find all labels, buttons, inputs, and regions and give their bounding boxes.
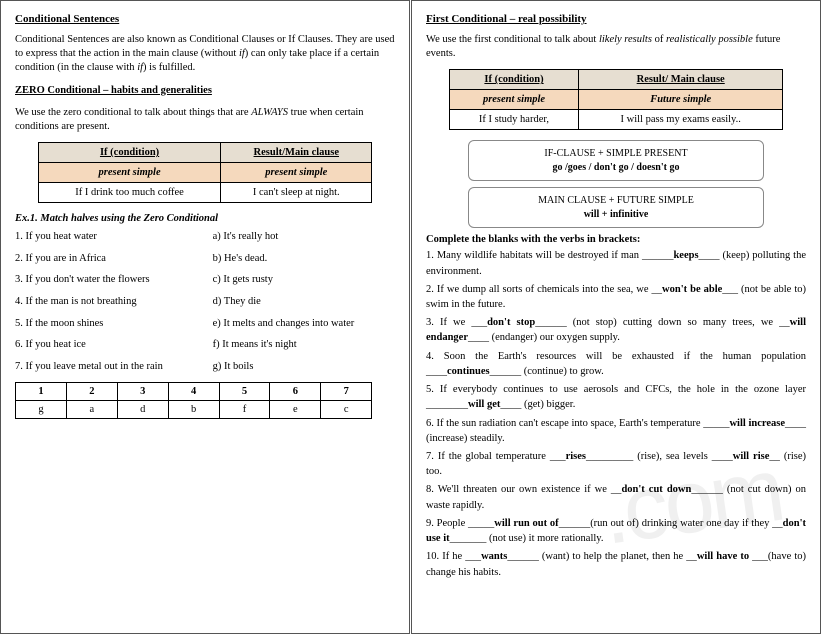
first-table: If (condition)Result/ Main clause presen…: [449, 69, 783, 130]
blank-item: 6. If the sun radiation can't escape int…: [426, 416, 806, 446]
first-th2: Result/ Main clause: [579, 70, 783, 90]
blank-item: 1. Many wildlife habitats will be destro…: [426, 248, 806, 278]
blanks-list: 1. Many wildlife habitats will be destro…: [426, 248, 806, 579]
first-e2: I will pass my exams easily..: [579, 110, 783, 130]
left-page: Conditional Sentences Conditional Senten…: [0, 0, 410, 634]
zero-t2: present simple: [221, 163, 372, 183]
match-left: 2. If you are in Africa: [15, 252, 213, 266]
zero-e2: I can't sleep at night.: [221, 183, 372, 203]
match-left: 4. If the man is not breathing: [15, 295, 213, 309]
ans-num: 1: [16, 382, 67, 400]
box1a: IF-CLAUSE + SIMPLE PRESENT: [479, 147, 753, 161]
blank-item: 2. If we dump all sorts of chemicals int…: [426, 282, 806, 312]
match-row: 5. If the moon shinese) It melts and cha…: [15, 317, 395, 331]
box1b: go /goes / don't go / doesn't go: [479, 161, 753, 175]
box2a: MAIN CLAUSE + FUTURE SIMPLE: [479, 194, 753, 208]
formula-box-2: MAIN CLAUSE + FUTURE SIMPLE will + infin…: [468, 187, 764, 228]
ans-num: 2: [66, 382, 117, 400]
match-right: g) It boils: [213, 360, 395, 374]
match-list: 1. If you heat watera) It's really hot2.…: [15, 230, 395, 373]
zero-title: ZERO Conditional – habits and generaliti…: [15, 84, 395, 98]
ans-num: 6: [270, 382, 321, 400]
right-title: First Conditional – real possibility: [426, 13, 806, 25]
match-row: 3. If you don't water the flowersc) It g…: [15, 273, 395, 287]
ans-letter: a: [66, 400, 117, 418]
match-right: f) It means it's night: [213, 338, 395, 352]
match-row: 7. If you leave metal out in the raing) …: [15, 360, 395, 374]
ans-num: 4: [168, 382, 219, 400]
blank-item: 9. People _____will run out of______(run…: [426, 516, 806, 546]
first-e1: If I study harder,: [449, 110, 578, 130]
match-left: 6. If you heat ice: [15, 338, 213, 352]
match-left: 1. If you heat water: [15, 230, 213, 244]
match-right: e) It melts and changes into water: [213, 317, 395, 331]
answers-table: 1234567 gadbfec: [15, 382, 372, 419]
match-left: 7. If you leave metal out in the rain: [15, 360, 213, 374]
ex1-title: Ex.1. Match halves using the Zero Condit…: [15, 213, 395, 224]
match-right: b) He's dead.: [213, 252, 395, 266]
box2b: will + infinitive: [479, 208, 753, 222]
right-page: First Conditional – real possibility We …: [411, 0, 821, 634]
ans-letter: e: [270, 400, 321, 418]
match-right: a) It's really hot: [213, 230, 395, 244]
blank-item: 5. If everybody continues to use aerosol…: [426, 382, 806, 412]
match-row: 4. If the man is not breathingd) They di…: [15, 295, 395, 309]
match-right: c) It gets rusty: [213, 273, 395, 287]
zero-table: If (condition)Result/Main clause present…: [38, 142, 372, 203]
match-left: 3. If you don't water the flowers: [15, 273, 213, 287]
blank-item: 8. We'll threaten our own existence if w…: [426, 482, 806, 512]
right-intro: We use the first conditional to talk abo…: [426, 33, 806, 61]
ans-letter: d: [117, 400, 168, 418]
ans-letter: g: [16, 400, 67, 418]
blank-item: 3. If we ___don't stop______ (not stop) …: [426, 315, 806, 345]
zero-th1: If (condition): [38, 143, 221, 163]
first-t2: Future simple: [579, 90, 783, 110]
zero-intro: We use the zero conditional to talk abou…: [15, 106, 395, 134]
blanks-title: Complete the blanks with the verbs in br…: [426, 234, 806, 245]
ans-num: 3: [117, 382, 168, 400]
left-title: Conditional Sentences: [15, 13, 395, 25]
zero-th2: Result/Main clause: [221, 143, 372, 163]
ans-num: 7: [321, 382, 372, 400]
ans-letter: f: [219, 400, 270, 418]
zero-t1: present simple: [38, 163, 221, 183]
ans-num: 5: [219, 382, 270, 400]
blank-item: 7. If the global temperature ___rises___…: [426, 449, 806, 479]
match-row: 2. If you are in Africab) He's dead.: [15, 252, 395, 266]
first-t1: present simple: [449, 90, 578, 110]
match-row: 1. If you heat watera) It's really hot: [15, 230, 395, 244]
ans-letter: c: [321, 400, 372, 418]
blank-item: 4. Soon the Earth's resources will be ex…: [426, 349, 806, 379]
ans-letter: b: [168, 400, 219, 418]
first-th1: If (condition): [449, 70, 578, 90]
formula-box-1: IF-CLAUSE + SIMPLE PRESENT go /goes / do…: [468, 140, 764, 181]
match-row: 6. If you heat icef) It means it's night: [15, 338, 395, 352]
match-right: d) They die: [213, 295, 395, 309]
match-left: 5. If the moon shines: [15, 317, 213, 331]
blank-item: 10. If he ___wants______ (want) to help …: [426, 549, 806, 579]
zero-e1: If I drink too much coffee: [38, 183, 221, 203]
left-intro: Conditional Sentences are also known as …: [15, 33, 395, 76]
